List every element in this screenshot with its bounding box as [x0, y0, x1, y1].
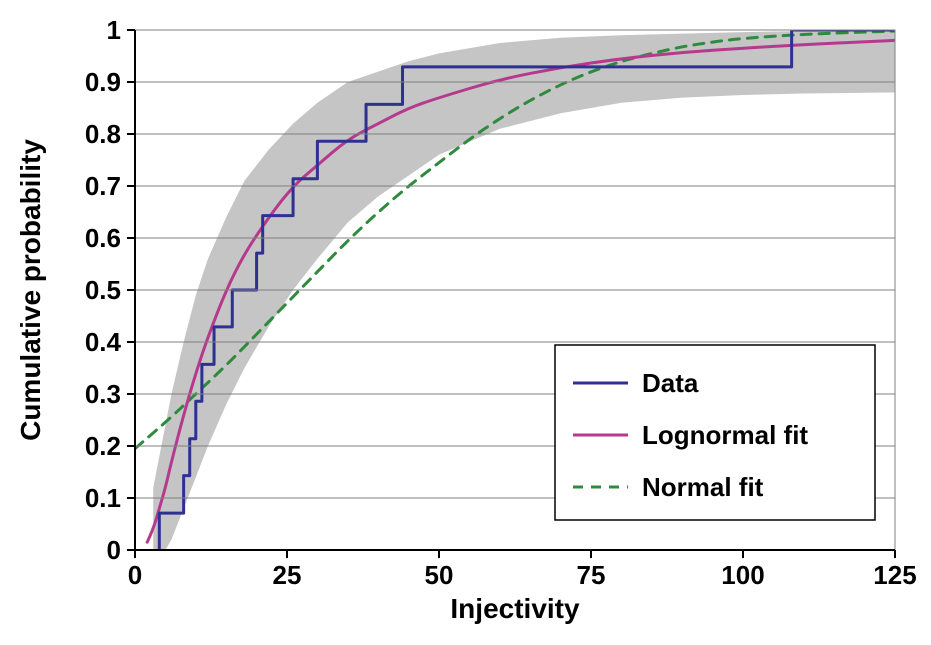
y-tick-label: 0.9 [85, 67, 121, 97]
y-tick-label: 0.5 [85, 275, 121, 305]
cdf-chart: 0 25 50 75 100 125 0 0.1 0.2 0.3 0.4 0.5 0.6 0.7 0.8 0.… [0, 0, 931, 645]
y-tick-label: 0.4 [85, 327, 122, 357]
chart-svg: 0 25 50 75 100 125 0 0.1 0.2 0.3 0.4 0.5 0.6 0.7 0.8 0.… [0, 0, 931, 645]
y-tick-label: 0.6 [85, 223, 121, 253]
y-tick-label: 0 [107, 535, 121, 565]
y-tick-label: 0.2 [85, 431, 121, 461]
y-tick-label: 1 [107, 15, 121, 45]
legend-label-normal: Normal fit [642, 472, 764, 502]
y-axis-label: Cumulative probability [15, 139, 46, 441]
legend-label-data: Data [642, 368, 699, 398]
x-tick-label: 25 [273, 560, 302, 590]
x-tick-label: 50 [425, 560, 454, 590]
legend-label-lognormal: Lognormal fit [642, 420, 808, 450]
y-tick-label: 0.1 [85, 483, 121, 513]
x-axis-label: Injectivity [450, 593, 580, 624]
y-tick-label: 0.7 [85, 171, 121, 201]
legend: Data Lognormal fit Normal fit [555, 345, 875, 520]
y-tick-label: 0.3 [85, 379, 121, 409]
x-tick-label: 100 [721, 560, 764, 590]
x-tick-label: 0 [128, 560, 142, 590]
x-tick-label: 125 [873, 560, 916, 590]
y-tick-label: 0.8 [85, 119, 121, 149]
x-tick-label: 75 [577, 560, 606, 590]
